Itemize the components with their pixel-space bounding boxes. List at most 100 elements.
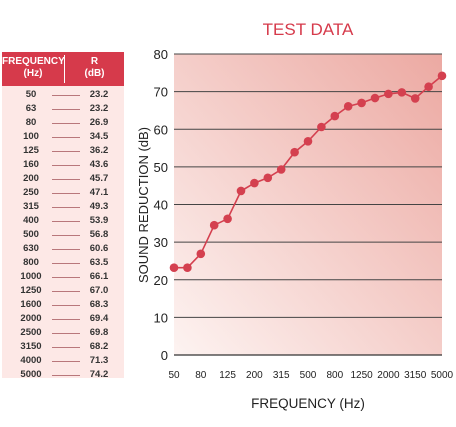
row-frequency: 125 xyxy=(23,145,39,156)
row-r-value: 60.6 xyxy=(89,243,109,254)
row-frequency: 200 xyxy=(23,173,39,184)
x-tick-label: 315 xyxy=(273,370,290,381)
table-row: 500 56.8 xyxy=(2,228,124,242)
data-point xyxy=(183,263,192,273)
row-r-value: 66.1 xyxy=(89,271,109,282)
row-r-value: 63.5 xyxy=(89,257,109,268)
table-row: 80 26.9 xyxy=(2,116,124,130)
data-point xyxy=(370,93,380,103)
data-point xyxy=(263,173,273,183)
sound-reduction-chart: TEST DATA 0 10 20 30 40 50 60 70 80 50 80 125 200 31… xyxy=(136,20,454,411)
table-row: 5000 74.2 xyxy=(2,368,124,378)
row-leader-line xyxy=(52,333,80,334)
x-tick-label: 200 xyxy=(246,370,263,381)
x-tick-label: 50 xyxy=(168,370,180,381)
y-tick-label: 0 xyxy=(161,348,168,363)
data-point xyxy=(196,249,206,259)
header-r-unit: (dB) xyxy=(84,68,105,79)
table-row: 125 36.2 xyxy=(2,144,124,158)
x-tick-label: 500 xyxy=(300,370,317,381)
data-point xyxy=(236,186,246,196)
row-frequency: 500 xyxy=(23,229,39,240)
row-frequency: 315 xyxy=(23,201,39,212)
row-frequency: 2000 xyxy=(20,313,42,324)
frequency-data-table: FREQUENCY (Hz) R (dB) 50 23.2 63 23.2 80 26.9… xyxy=(2,52,124,378)
header-r: R (dB) xyxy=(65,56,124,80)
data-point xyxy=(357,98,366,108)
y-tick-label: 50 xyxy=(154,160,168,175)
row-leader-line xyxy=(52,123,80,124)
table-row: 315 49.3 xyxy=(2,200,124,214)
row-r-value: 56.8 xyxy=(89,229,109,240)
header-frequency-unit: (Hz) xyxy=(23,68,43,79)
row-leader-line xyxy=(52,277,80,278)
y-tick-label: 70 xyxy=(154,85,168,100)
row-leader-line xyxy=(52,109,80,110)
row-r-value: 43.6 xyxy=(89,159,109,170)
table-row: 4000 71.3 xyxy=(2,354,124,368)
row-frequency: 1600 xyxy=(20,299,42,310)
table-header: FREQUENCY (Hz) R (dB) xyxy=(2,52,124,86)
table-row: 1600 68.3 xyxy=(2,298,124,312)
table-row: 400 53.9 xyxy=(2,214,124,228)
table-row: 160 43.6 xyxy=(2,158,124,172)
y-tick-label: 30 xyxy=(154,235,168,250)
row-frequency: 2500 xyxy=(20,327,42,338)
row-leader-line xyxy=(52,235,80,236)
row-leader-line xyxy=(52,249,80,250)
row-frequency: 5000 xyxy=(20,369,42,378)
data-point xyxy=(290,147,299,157)
row-frequency: 100 xyxy=(23,131,39,142)
row-leader-line xyxy=(52,361,80,362)
x-tick-label: 800 xyxy=(326,370,343,381)
row-r-value: 47.1 xyxy=(89,187,109,198)
header-frequency-label: FREQUENCY xyxy=(2,56,65,67)
header-r-label: R xyxy=(90,56,99,67)
row-leader-line xyxy=(52,151,80,152)
row-leader-line xyxy=(52,319,80,320)
row-leader-line xyxy=(52,221,80,222)
data-point xyxy=(209,220,219,230)
row-leader-line xyxy=(52,193,80,194)
y-tick-label: 80 xyxy=(154,47,168,62)
header-frequency: FREQUENCY (Hz) xyxy=(2,56,65,80)
data-point xyxy=(343,101,353,111)
row-r-value: 45.7 xyxy=(89,173,109,184)
row-r-value: 71.3 xyxy=(89,355,109,366)
x-tick-label: 3150 xyxy=(404,370,427,381)
table-row: 50 23.2 xyxy=(2,88,124,102)
y-axis-ticks: 0 10 20 30 40 50 60 70 80 xyxy=(154,47,168,363)
x-tick-label: 80 xyxy=(195,370,207,381)
data-point xyxy=(276,165,286,174)
data-point xyxy=(250,178,259,188)
y-tick-label: 60 xyxy=(154,122,168,137)
row-r-value: 49.3 xyxy=(89,201,109,212)
data-points xyxy=(169,71,447,273)
row-frequency: 630 xyxy=(23,243,39,254)
y-tick-label: 10 xyxy=(154,310,168,325)
row-r-value: 69.8 xyxy=(89,327,109,338)
row-leader-line xyxy=(52,305,80,306)
row-r-value: 26.9 xyxy=(89,117,109,128)
row-r-value: 69.4 xyxy=(89,313,109,324)
grid-lines xyxy=(174,53,442,356)
data-point xyxy=(223,214,232,224)
row-frequency: 250 xyxy=(23,187,39,198)
table-row: 100 34.5 xyxy=(2,130,124,144)
x-tick-label: 2000 xyxy=(377,370,400,381)
y-tick-label: 40 xyxy=(154,198,168,213)
data-point xyxy=(384,89,393,99)
row-leader-line xyxy=(52,291,80,292)
row-r-value: 68.3 xyxy=(89,299,109,310)
header-divider xyxy=(64,55,65,83)
table-row: 2000 69.4 xyxy=(2,312,124,326)
table-row: 1250 67.0 xyxy=(2,284,124,298)
x-axis-ticks: 50 80 125 200 315 500 800 1250 2000 3150 5000 xyxy=(168,370,453,381)
row-r-value: 23.2 xyxy=(89,103,109,114)
row-frequency: 80 xyxy=(25,117,37,128)
data-point xyxy=(317,122,326,132)
table-row: 200 45.7 xyxy=(2,172,124,186)
row-r-value: 53.9 xyxy=(89,215,109,226)
row-leader-line xyxy=(52,347,80,348)
row-frequency: 3150 xyxy=(20,341,42,352)
